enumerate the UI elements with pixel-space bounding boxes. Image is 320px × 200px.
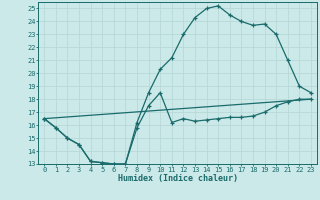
X-axis label: Humidex (Indice chaleur): Humidex (Indice chaleur) (118, 174, 238, 183)
